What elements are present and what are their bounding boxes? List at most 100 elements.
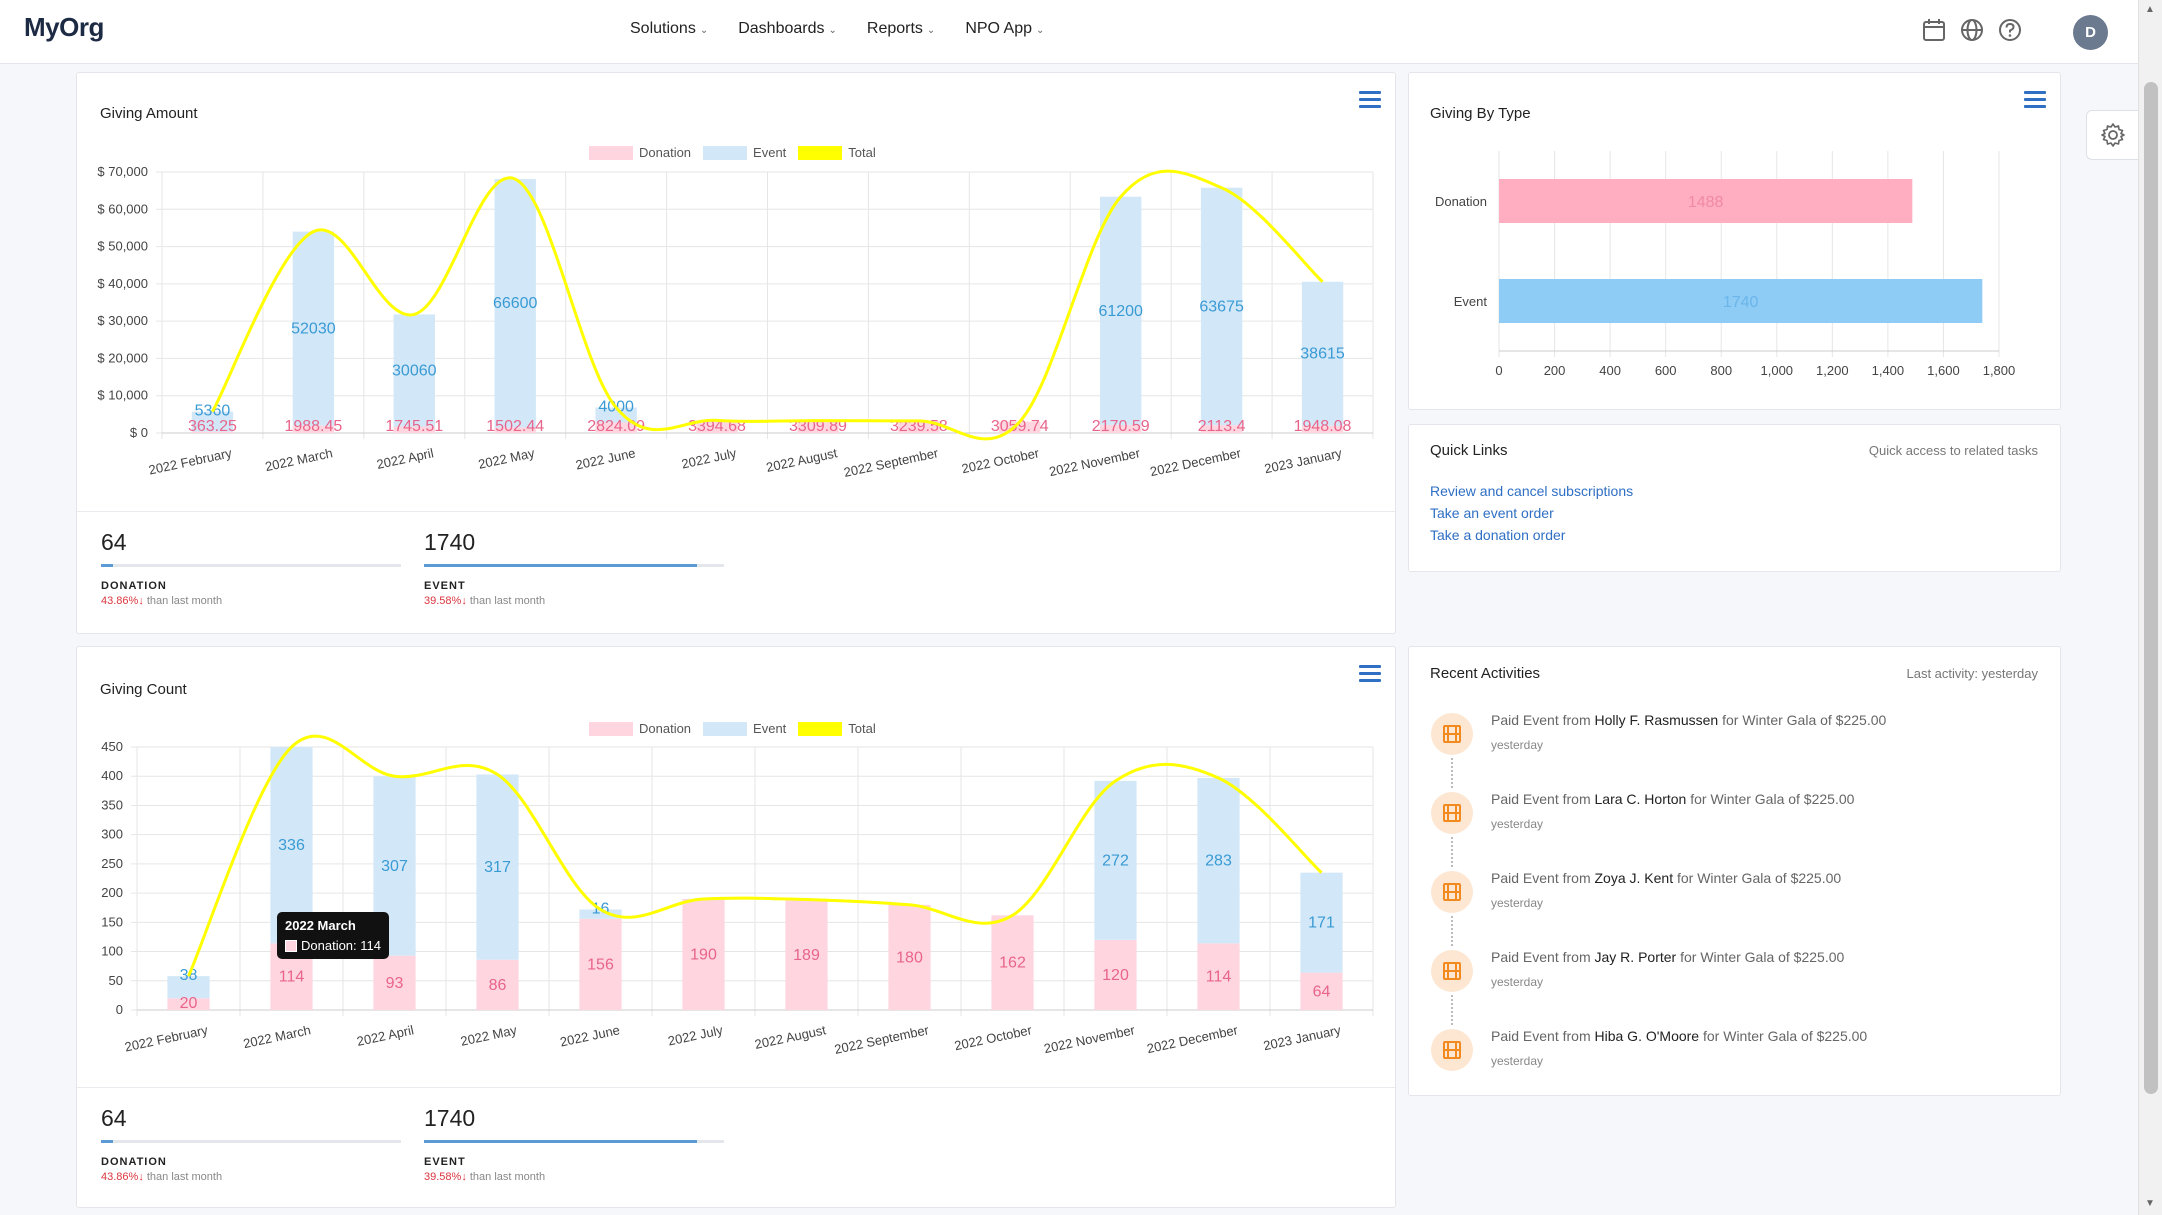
y-tick-label: 450 <box>101 739 123 754</box>
bar-donation[interactable] <box>898 420 940 433</box>
globe-icon[interactable] <box>1958 16 1986 44</box>
activity-name[interactable]: Zoya J. Kent <box>1594 870 1674 886</box>
activity-prefix: Paid Event from <box>1491 949 1591 965</box>
bar-donation[interactable] <box>1094 939 1137 1010</box>
link-review-subscriptions[interactable]: Review and cancel subscriptions <box>1430 483 1634 499</box>
activity-time: yesterday <box>1491 1054 1544 1068</box>
bar-donation[interactable] <box>393 426 435 433</box>
menu-icon[interactable] <box>1359 665 1381 683</box>
bar-donation[interactable] <box>797 420 839 433</box>
bar-donation[interactable] <box>373 955 416 1010</box>
bar-donation[interactable] <box>579 918 622 1010</box>
activity-suffix: for Winter Gala of $225.00 <box>1722 712 1887 728</box>
activity-name[interactable]: Jay R. Porter <box>1594 949 1677 965</box>
activity-time: yesterday <box>1491 817 1544 831</box>
activity-name[interactable]: Hiba G. O'Moore <box>1594 1028 1700 1044</box>
top-navbar: MyOrg Solutions ⌄ Dashboards ⌄ Reports ⌄ NP… <box>0 0 2138 64</box>
x-tick-label: 1,800 <box>1983 363 2016 378</box>
legend-item-event[interactable]: Event <box>703 721 786 736</box>
bar-donation[interactable] <box>785 899 828 1010</box>
bar-donation[interactable] <box>696 420 738 433</box>
nav-dashboards[interactable]: Dashboards ⌄ <box>738 20 837 38</box>
chevron-down-icon: ⌄ <box>1036 24 1045 36</box>
scroll-up-icon[interactable]: ▲ <box>2145 4 2155 15</box>
menu-icon[interactable] <box>1359 91 1381 109</box>
bar-donation[interactable] <box>1300 972 1343 1010</box>
legend-label: Donation <box>639 145 692 160</box>
bar-donation[interactable] <box>999 421 1041 433</box>
bar-event[interactable] <box>393 314 435 427</box>
data-label-donation: 3309.89 <box>789 418 847 435</box>
bar-event[interactable] <box>476 774 519 960</box>
scroll-thumb[interactable] <box>2144 82 2158 1094</box>
x-tick-label: 1,400 <box>1872 363 1905 378</box>
settings-button[interactable] <box>2086 110 2138 160</box>
calendar-icon[interactable] <box>1920 16 1948 44</box>
y-tick-label: 350 <box>101 797 123 812</box>
bar-donation[interactable] <box>167 998 210 1010</box>
legend-item-total[interactable]: Total <box>798 721 876 736</box>
bar-donation[interactable] <box>191 431 234 433</box>
activity-time: yesterday <box>1491 896 1544 910</box>
bar-donation[interactable] <box>1197 943 1240 1010</box>
line-total[interactable] <box>187 734 1323 977</box>
bar-event[interactable] <box>167 976 210 999</box>
data-label-donation: 180 <box>896 949 923 966</box>
y-tick-label: $ 0 <box>130 425 148 440</box>
bar-donation[interactable] <box>494 427 536 433</box>
brand-logo[interactable]: MyOrg <box>24 12 104 42</box>
bar-donation[interactable] <box>888 904 931 1010</box>
bar-donation[interactable] <box>1499 179 1913 223</box>
data-label-event: 61200 <box>1098 303 1143 320</box>
bar-event[interactable] <box>1100 196 1142 425</box>
timeline-connector <box>1451 916 1453 946</box>
legend-label: Donation <box>639 721 692 736</box>
activity-name[interactable]: Holly F. Rasmussen <box>1594 712 1719 728</box>
nav-label: NPO App <box>965 20 1033 37</box>
bar-donation[interactable] <box>682 898 725 1010</box>
nav-reports[interactable]: Reports ⌄ <box>867 20 935 38</box>
bar-event[interactable] <box>191 411 234 432</box>
nav-npo-app[interactable]: NPO App ⌄ <box>965 20 1044 38</box>
legend-swatch <box>798 145 843 160</box>
bar-event[interactable] <box>1200 187 1243 426</box>
bar-donation[interactable] <box>595 422 637 433</box>
stat-label: DONATION <box>101 580 167 592</box>
link-event-order[interactable]: Take an event order <box>1430 505 1554 521</box>
legend-item-donation[interactable]: Donation <box>589 145 691 160</box>
line-total[interactable] <box>211 169 1324 441</box>
legend-item-total[interactable]: Total <box>798 145 876 160</box>
link-donation-order[interactable]: Take a donation order <box>1430 527 1566 543</box>
bar-donation[interactable] <box>292 425 335 433</box>
bar-donation[interactable] <box>1100 424 1142 433</box>
data-label-event: 307 <box>381 858 408 875</box>
data-label-donation: 114 <box>279 969 305 986</box>
bar-event[interactable] <box>494 179 536 428</box>
data-label-event: 171 <box>1308 915 1335 932</box>
bar-event[interactable] <box>1197 777 1240 944</box>
scroll-down-icon[interactable]: ▼ <box>2145 1198 2155 1209</box>
activity-name[interactable]: Lara C. Horton <box>1594 791 1687 807</box>
nav-icons <box>1920 16 2024 44</box>
page-scrollbar[interactable]: ▲ ▼ <box>2138 0 2162 1215</box>
bar-event[interactable] <box>579 909 622 919</box>
help-icon[interactable] <box>1996 16 2024 44</box>
bar-event[interactable] <box>1301 281 1344 426</box>
arrow-down-icon: ↓ <box>138 595 144 607</box>
bar-event[interactable] <box>292 231 335 426</box>
stat-change-pct: 43.86% <box>101 1171 139 1183</box>
bar-donation[interactable] <box>1200 425 1243 433</box>
bar-event[interactable] <box>1094 780 1137 940</box>
bar-event[interactable] <box>1499 279 1983 323</box>
bar-donation[interactable] <box>991 915 1034 1010</box>
bar-donation[interactable] <box>476 959 519 1010</box>
bar-event[interactable] <box>1300 872 1343 973</box>
bar-donation[interactable] <box>1301 425 1344 433</box>
avatar[interactable]: D <box>2073 15 2108 50</box>
menu-icon[interactable] <box>2024 91 2046 109</box>
legend-item-event[interactable]: Event <box>703 145 786 160</box>
bar-event[interactable] <box>270 747 313 944</box>
legend-item-donation[interactable]: Donation <box>589 721 691 736</box>
nav-solutions[interactable]: Solutions ⌄ <box>630 20 708 38</box>
data-label-event: 336 <box>278 837 305 854</box>
